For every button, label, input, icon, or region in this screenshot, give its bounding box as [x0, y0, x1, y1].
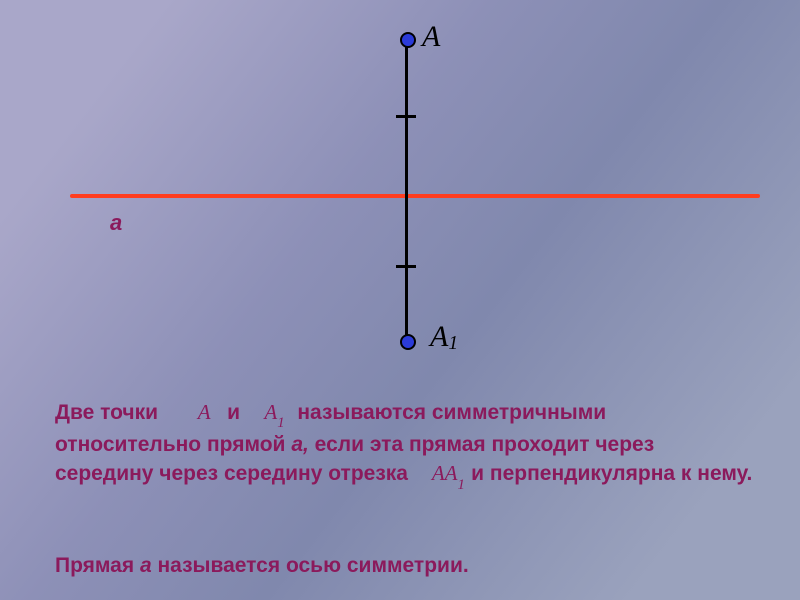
definition-text: Две точки A и A1 называются симметричным… [55, 398, 755, 492]
axis-def-2: называется осью симметрии. [157, 554, 468, 577]
point-a [400, 32, 416, 48]
def-part-5: и перпендикулярна к нему. [471, 462, 752, 485]
math-symbol-aa1: AA1 [431, 459, 465, 492]
point-a1-label: A1 [430, 320, 458, 354]
tick-upper [396, 115, 416, 118]
tick-lower [396, 265, 416, 268]
axis-line-a [70, 194, 760, 198]
point-a1 [400, 334, 416, 350]
point-a-label: A [422, 20, 440, 54]
axis-label-a: а [110, 210, 122, 236]
axis-definition-text: Прямая а называется осью симметрии. [55, 552, 469, 580]
segment-aa1 [405, 38, 408, 345]
def-line-name: а, [291, 433, 309, 456]
diagram-stage: а A A1 Две точки A и A1 называются симме… [0, 0, 800, 600]
math-symbol-a1: A1 [258, 398, 292, 431]
axis-def-1: Прямая [55, 554, 134, 577]
axis-def-line-name: а [140, 554, 152, 577]
def-part-1: Две точки [55, 401, 158, 424]
math-symbol-a: A [187, 398, 221, 426]
def-part-2: и [227, 401, 240, 424]
